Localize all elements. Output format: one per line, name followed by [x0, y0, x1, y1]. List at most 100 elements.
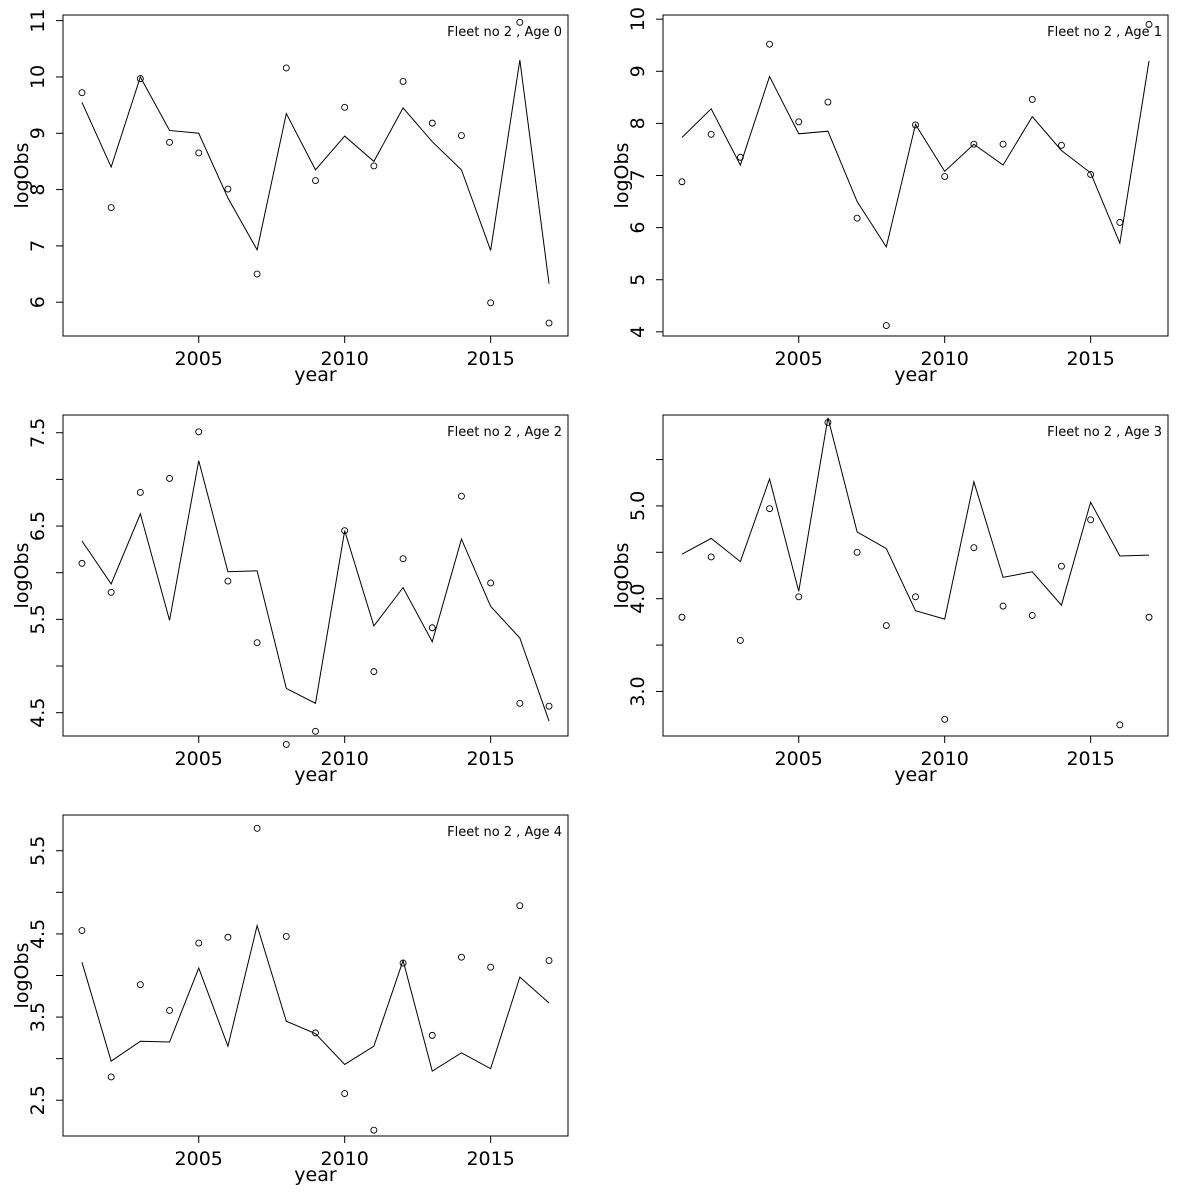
y-tick-label: 7.5	[27, 418, 49, 448]
observation-point	[853, 214, 861, 222]
observation-point	[1028, 611, 1036, 619]
y-tick-label: 5	[627, 274, 649, 286]
observation-point	[853, 548, 861, 556]
observation-point	[341, 527, 349, 535]
x-tick-label: 2005	[175, 1148, 223, 1170]
observation-point	[195, 428, 203, 436]
plot-frame	[62, 814, 569, 1137]
observation-point	[166, 475, 173, 482]
y-tick-label: 10	[627, 7, 649, 31]
observation-point	[766, 505, 773, 513]
observation-point	[428, 624, 436, 632]
y-tick-label: 4.5	[27, 698, 49, 728]
x-tick-label: 2010	[321, 1148, 369, 1170]
panel-2: 2005 2010 2015 4 5 6 7 8 9 10 year logObs Fleet no 2…	[611, 7, 1169, 386]
observation-point	[707, 553, 715, 561]
observation-point	[312, 177, 319, 185]
observation-point	[312, 1029, 319, 1037]
observation-point	[824, 98, 832, 106]
x-tick-label: 2010	[321, 748, 369, 770]
observation-point	[341, 103, 349, 111]
observation-point	[999, 140, 1007, 148]
observation-point	[516, 902, 524, 910]
observation-point	[399, 78, 407, 85]
x-axis-label: year	[294, 1164, 337, 1186]
observation-point	[912, 593, 919, 601]
y-tick-label: 5.5	[27, 604, 49, 634]
y-axis-label: logObs	[11, 943, 33, 1009]
observation-point	[545, 957, 553, 964]
observation-point	[941, 715, 949, 723]
observation-point	[166, 138, 173, 146]
y-tick-label: 3.0	[627, 676, 649, 706]
y-tick-label: 2.5	[27, 1085, 49, 1115]
observation-point	[1087, 516, 1095, 524]
observation-point	[224, 933, 232, 941]
observation-point	[195, 149, 203, 157]
observation-point	[487, 579, 495, 587]
observation-point	[1058, 141, 1065, 149]
x-tick-label: 2015	[1066, 748, 1114, 770]
observation-point	[678, 613, 686, 621]
observation-point	[516, 699, 524, 707]
y-tick-label: 8	[27, 184, 49, 196]
observation-point	[766, 40, 773, 48]
y-tick-label: 7	[627, 169, 649, 181]
plot-frame	[662, 414, 1169, 737]
panel-1: 2005 2010 2015 6 7 8 9 10 11 year logObs Fleet no 2…	[11, 9, 569, 386]
observation-point	[736, 153, 744, 161]
y-tick-label: 4.5	[27, 919, 49, 949]
x-tick-label: 2005	[775, 348, 823, 370]
observation-point	[912, 121, 919, 129]
observation-point	[458, 132, 465, 139]
observation-point	[882, 322, 890, 330]
x-tick-label: 2015	[466, 1148, 514, 1170]
x-tick-label: 2005	[775, 748, 823, 770]
x-tick-label: 2005	[175, 348, 223, 370]
observation-point	[253, 639, 261, 647]
observation-point	[253, 824, 261, 832]
observation-point	[224, 577, 232, 585]
panel-4: 2005 2010 2015 3.0 4.0 5.0 year logObs Fleet no …	[611, 414, 1169, 786]
observation-point	[941, 173, 949, 180]
x-tick-label: 2010	[321, 348, 369, 370]
x-tick-label: 2010	[921, 748, 969, 770]
observation-point	[224, 185, 232, 193]
observation-point	[458, 492, 465, 500]
fitted-line	[81, 923, 550, 1072]
y-tick-label: 6	[627, 222, 649, 234]
observation-point	[370, 162, 378, 170]
observation-point	[341, 1090, 349, 1098]
y-tick-label: 6.5	[27, 511, 49, 541]
x-axis-label: year	[894, 364, 937, 386]
observation-point	[1087, 171, 1095, 178]
x-tick-label: 2015	[466, 748, 514, 770]
observation-point	[282, 64, 290, 72]
observation-point	[1145, 20, 1153, 28]
observation-point	[370, 1126, 378, 1134]
observation-point	[1145, 613, 1153, 621]
panel-3: 2005 2010 2015 4.5 5.5 6.5 7.5 year logObs Fleet …	[11, 414, 569, 786]
observation-point	[399, 959, 407, 967]
fitted-line	[81, 59, 550, 284]
observation-point	[545, 702, 553, 710]
observation-point	[999, 602, 1007, 610]
observation-point	[253, 270, 261, 278]
observation-point	[795, 593, 803, 601]
observation-point	[1116, 721, 1124, 729]
x-tick-label: 2015	[1066, 348, 1114, 370]
observation-point	[970, 544, 978, 552]
observation-point	[1116, 218, 1124, 226]
observation-point	[707, 130, 715, 138]
observation-point	[107, 204, 115, 212]
panel-title: Fleet no 2 , Age 1	[1047, 25, 1162, 40]
observation-point	[136, 75, 144, 83]
y-tick-label: 9	[627, 65, 649, 77]
x-axis-label: year	[894, 764, 937, 786]
observation-point	[195, 939, 203, 947]
y-tick-label: 11	[27, 9, 49, 33]
observation-point	[136, 981, 144, 989]
panel-title: Fleet no 2 , Age 3	[1047, 425, 1162, 440]
y-axis-label: logObs	[11, 143, 33, 209]
